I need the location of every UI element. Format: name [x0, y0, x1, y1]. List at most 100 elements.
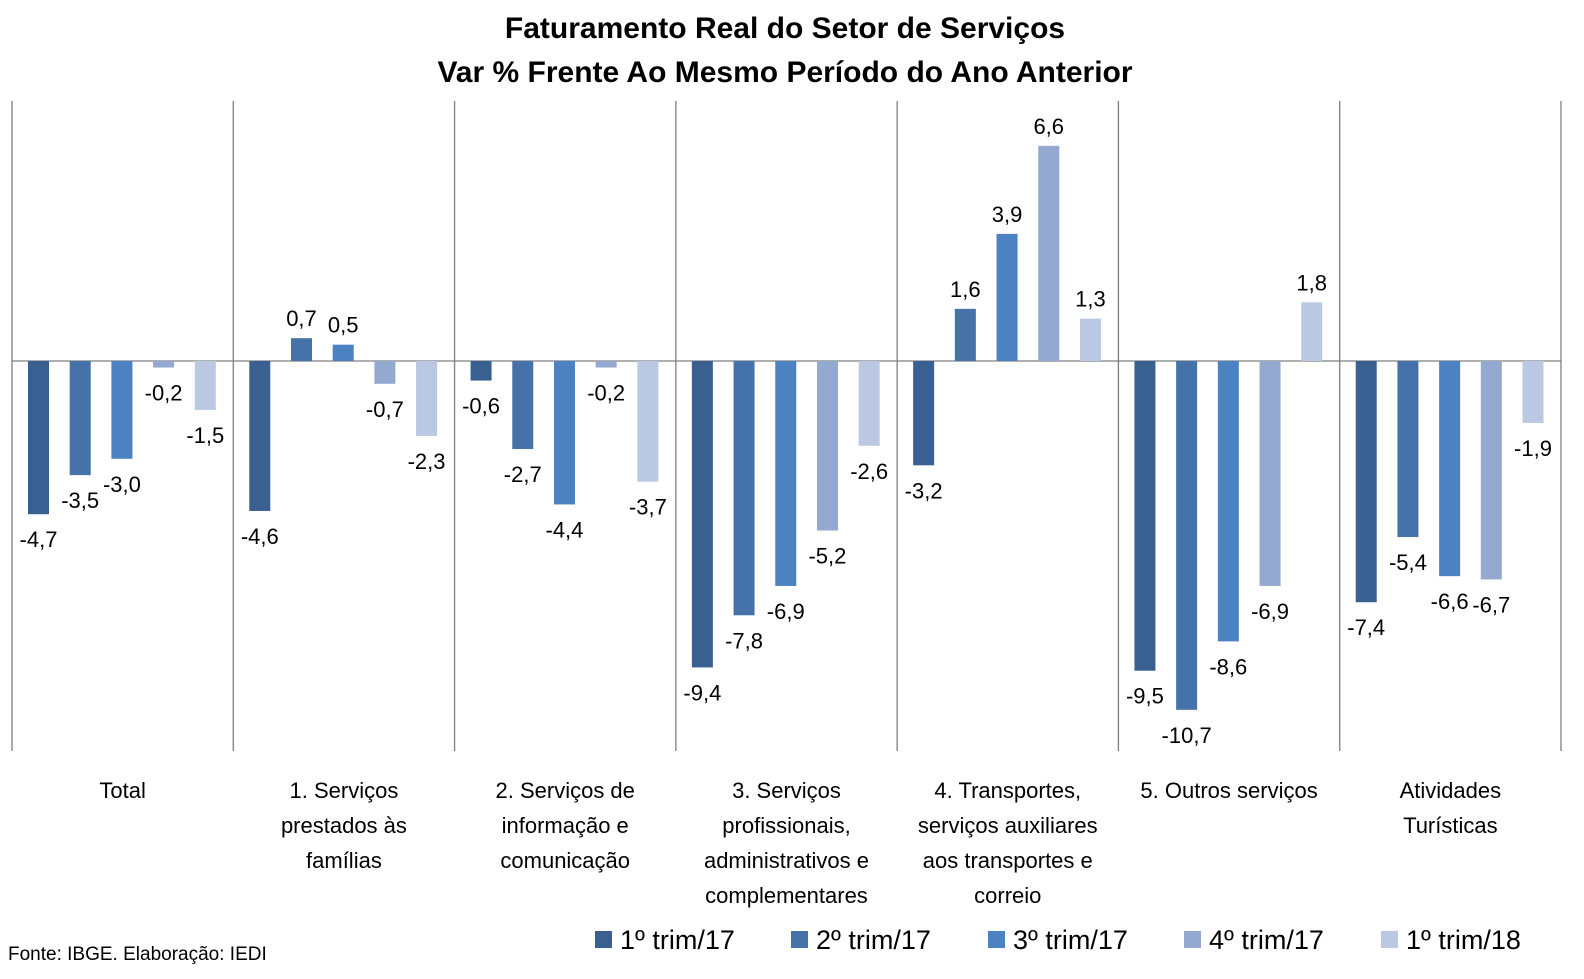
bar: [249, 361, 271, 511]
category-label: 2. Serviços de: [496, 778, 635, 803]
chart-bars: [28, 145, 1544, 710]
category-label: 4. Transportes,: [934, 778, 1081, 803]
legend: 1º trim/17 2º trim/17 3º trim/17 4º trim/17…: [595, 925, 1521, 955]
data-label: -8,6: [1209, 654, 1247, 679]
data-label: -3,2: [905, 478, 943, 503]
data-label: -4,4: [546, 517, 584, 542]
bar: [332, 344, 354, 361]
source-note: Fonte: IBGE. Elaboração: IEDI: [8, 944, 267, 965]
category-label: profissionais,: [722, 813, 850, 838]
bar: [595, 361, 617, 368]
data-label: -9,4: [683, 680, 721, 705]
legend-swatch: [595, 931, 612, 948]
category-label: 5. Outros serviços: [1140, 778, 1317, 803]
category-label: 3. Serviços: [732, 778, 841, 803]
category-label: informação e: [502, 813, 629, 838]
category-label: Turísticas: [1403, 813, 1498, 838]
category-label: 1. Serviços: [290, 778, 399, 803]
bar: [69, 361, 91, 476]
bar: [1480, 361, 1502, 580]
data-label: -6,6: [1431, 589, 1469, 614]
bar: [733, 361, 755, 616]
legend-swatch: [988, 931, 1005, 948]
bar: [374, 361, 396, 384]
data-label: -2,7: [504, 462, 542, 487]
category-label: prestados às: [281, 813, 407, 838]
bar: [637, 361, 659, 482]
bar: [1259, 361, 1281, 586]
bar: [954, 308, 976, 361]
bar: [553, 361, 575, 505]
bar: [1079, 318, 1101, 361]
data-label: -1,5: [186, 423, 224, 448]
bar: [290, 338, 312, 361]
bar: [153, 361, 175, 368]
category-label: famílias: [306, 848, 382, 873]
legend-swatch: [791, 931, 808, 948]
category-label: comunicação: [500, 848, 630, 873]
data-labels: -4,7 -4,6 -0,6 -9,4 -3,2 -9,5 -7,4 -3,5 0,7 -2,7 -…: [20, 114, 1552, 748]
bar: [28, 361, 49, 515]
data-label: 3,9: [992, 202, 1023, 227]
data-label: -2,3: [408, 449, 446, 474]
bar: [1301, 302, 1323, 361]
category-label: serviços auxiliares: [918, 813, 1098, 838]
data-label: 0,7: [286, 306, 317, 331]
bar: [470, 361, 492, 381]
data-label: -9,5: [1126, 684, 1164, 709]
data-label: -4,6: [241, 524, 279, 549]
legend-label: 1º trim/17: [620, 925, 735, 955]
legend-label: 4º trim/17: [1209, 925, 1324, 955]
legend-label: 2º trim/17: [816, 925, 931, 955]
data-label: -0,6: [462, 394, 500, 419]
data-label: -0,2: [587, 381, 625, 406]
category-labels: Total 1. Serviços prestados às famílias 2. S…: [99, 778, 1501, 908]
data-label: -6,7: [1472, 592, 1510, 617]
bar: [913, 361, 935, 466]
bar: [1038, 145, 1060, 361]
data-label: -10,7: [1162, 723, 1212, 748]
data-label: 6,6: [1033, 114, 1064, 139]
data-label: -5,4: [1389, 550, 1427, 575]
data-label: -1,9: [1514, 436, 1552, 461]
data-label: 1,6: [950, 277, 981, 302]
data-label: -6,9: [767, 599, 805, 624]
bar: [1397, 361, 1419, 538]
category-label: complementares: [705, 883, 868, 908]
category-label: Total: [99, 778, 145, 803]
bar: [1355, 361, 1377, 603]
data-label: -0,7: [366, 397, 404, 422]
data-label: -3,7: [629, 495, 667, 520]
category-label: administrativos e: [704, 848, 869, 873]
category-label: aos transportes e: [923, 848, 1093, 873]
data-label: 1,3: [1075, 287, 1106, 312]
data-label: -3,5: [61, 488, 99, 513]
data-label: -0,2: [145, 381, 183, 406]
bar: [512, 361, 534, 450]
data-label: 1,8: [1296, 270, 1327, 295]
bar: [1217, 361, 1239, 642]
bar: [996, 233, 1018, 361]
bar: [194, 361, 216, 410]
category-label: Atividades: [1400, 778, 1502, 803]
legend-label: 1º trim/18: [1406, 925, 1521, 955]
data-label: -7,8: [725, 628, 763, 653]
legend-swatch: [1184, 931, 1201, 948]
data-label: -5,2: [808, 544, 846, 569]
bar: [1522, 361, 1544, 423]
bar: [775, 361, 797, 586]
bar: [111, 361, 133, 459]
category-label: correio: [974, 883, 1041, 908]
data-label: -3,0: [103, 472, 141, 497]
data-label: -2,6: [850, 459, 888, 484]
legend-label: 3º trim/17: [1013, 925, 1128, 955]
bar: [691, 361, 713, 668]
bar: [1134, 361, 1156, 671]
bar: [416, 361, 438, 436]
chart-title-line-2: Var % Frente Ao Mesmo Período do Ano Ant…: [437, 56, 1132, 89]
data-label: -6,9: [1251, 599, 1289, 624]
data-label: -7,4: [1347, 615, 1385, 640]
chart-title-line-1: Faturamento Real do Setor de Serviços: [505, 12, 1065, 45]
data-label: 0,5: [328, 313, 359, 338]
